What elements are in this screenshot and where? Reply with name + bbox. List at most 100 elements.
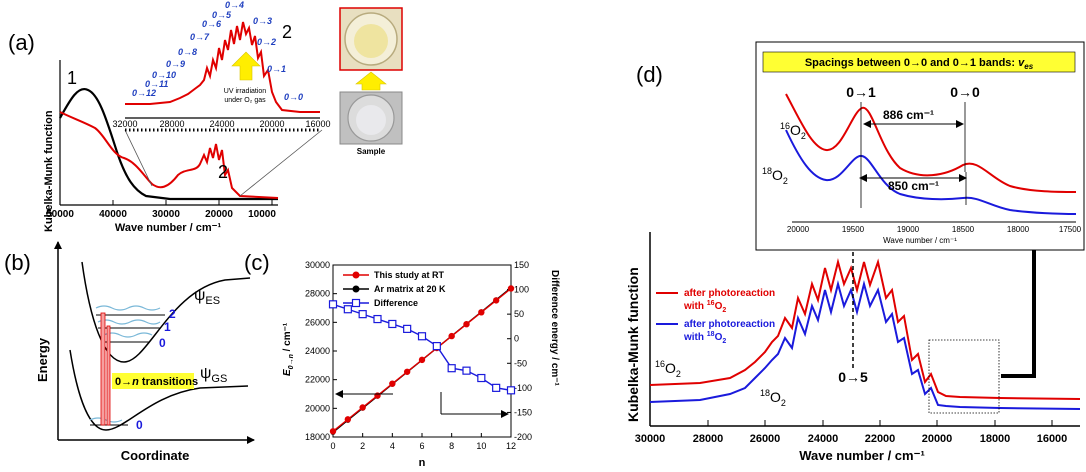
svg-text:0→9: 0→9 xyxy=(166,59,185,69)
panel-c-legend: This study at RT Ar matrix at 20 K Diffe… xyxy=(343,270,446,308)
x-axis-ticks: 0 2 4 6 8 10 12 xyxy=(330,433,516,451)
panel-a-xtick: 10000 xyxy=(248,209,276,220)
level-1: 1 xyxy=(164,320,171,334)
panel-d-label: (d) xyxy=(636,62,663,87)
inset-01-label: 0→1 xyxy=(846,84,876,100)
x-tick-label: 0 xyxy=(330,441,335,451)
panel-a-xlabel: Wave number / cm⁻¹ xyxy=(115,222,222,234)
svg-text:0→12: 0→12 xyxy=(132,88,156,98)
panel-a-xticks: 50000 40000 30000 20000 10000 xyxy=(46,200,276,220)
right-tick-label: 150 xyxy=(514,260,529,270)
panel-d-xticks: 30000 28000 26000 24000 22000 20000 1800… xyxy=(635,420,1068,445)
svg-text:0→11: 0→11 xyxy=(145,79,168,89)
x-tick-label: 4 xyxy=(390,441,395,451)
legend-this-study: This study at RT xyxy=(374,270,445,280)
level-0: 0 xyxy=(159,336,166,350)
inset-00-label: 0→0 xyxy=(950,84,980,100)
point-difference xyxy=(373,314,382,324)
legend-red-line2: with 16O2 xyxy=(683,300,726,314)
panel-a-label: (a) xyxy=(8,30,35,55)
panel-d-xtick: 28000 xyxy=(693,433,724,445)
curve-2-red xyxy=(59,111,279,199)
sample-photos: Sample xyxy=(339,7,403,156)
svg-text:0→7: 0→7 xyxy=(190,32,210,42)
right-tick-label: 50 xyxy=(514,309,524,319)
panel-c-xlabel: n xyxy=(419,457,426,469)
ground-level-0: 0 xyxy=(136,418,143,432)
panel-d-xtick: 20000 xyxy=(922,433,953,445)
panel-d-inset: Spacings between 0→0 and 0→1 bands: ves … xyxy=(755,41,1085,251)
curve-1-label: 1 xyxy=(67,68,77,88)
svg-text:0→3: 0→3 xyxy=(253,16,272,26)
point-difference xyxy=(447,364,456,373)
spectrum-16O2 xyxy=(649,258,1081,400)
point-this-study xyxy=(359,404,366,411)
sample-label: Sample xyxy=(357,147,386,156)
point-this-study xyxy=(448,332,455,340)
panel-d-xtick: 18000 xyxy=(980,433,1011,445)
uv-text-2: under O₂ gas xyxy=(224,97,266,104)
panel-a-xtick: 40000 xyxy=(99,209,127,220)
panel-d-ylabel: Kubelka-Munk function xyxy=(625,267,641,422)
svg-text:0→4: 0→4 xyxy=(225,0,244,10)
inset-frame xyxy=(755,41,1085,251)
left-tick-label: 30000 xyxy=(305,260,330,270)
legend-difference: Difference xyxy=(374,298,418,308)
left-tick-label: 20000 xyxy=(305,403,330,413)
legend-blue-line2: with 18O2 xyxy=(683,331,726,345)
inset-label-16O2: 16O2 xyxy=(780,121,806,141)
panel-d-xtick: 22000 xyxy=(865,433,896,445)
inset-title-box xyxy=(762,51,1076,73)
svg-text:0→8: 0→8 xyxy=(178,47,197,57)
inset-xtick: 16000 xyxy=(305,119,330,129)
inset-curve xyxy=(125,21,320,113)
spacing-16: 886 cm⁻¹ xyxy=(883,108,934,122)
point-difference xyxy=(403,324,412,333)
panel-d-xlabel: Wave number / cm⁻¹ xyxy=(799,448,925,463)
right-tick-label: -150 xyxy=(514,407,532,417)
uv-text-1: UV irradiation xyxy=(224,88,267,95)
left-axis-ticks: 18000 20000 22000 24000 26000 28000 30000 xyxy=(305,260,337,442)
svg-text:0→1: 0→1 xyxy=(267,64,286,74)
excited-state-curve xyxy=(81,261,251,363)
panel-a-xtick: 30000 xyxy=(152,209,180,220)
left-tick-label: 26000 xyxy=(305,317,330,327)
curve-1-black xyxy=(59,87,278,201)
point-difference xyxy=(343,305,352,314)
svg-text:0→10: 0→10 xyxy=(152,70,176,80)
inset-d-xtick: 17500 xyxy=(1059,225,1082,234)
point-this-study xyxy=(389,380,396,387)
panel-d-xtick: 26000 xyxy=(750,433,781,445)
inset-d-xtick: 19500 xyxy=(842,225,865,234)
transitions-highlight xyxy=(112,373,194,389)
inset-d-xtick: 19000 xyxy=(897,225,920,234)
transitions-label: 0→n transitions xyxy=(115,376,198,388)
zoom-arrow xyxy=(1001,248,1036,378)
inset-transition-labels: 0→4 0→5 0→6 0→3 0→7 0→2 0→8 0→9 0→1 0→10… xyxy=(132,0,303,102)
inset-d-xtick: 20000 xyxy=(787,225,810,234)
inset-xtick: 24000 xyxy=(209,119,234,129)
point-difference xyxy=(417,332,427,341)
psi-gs: ψGS xyxy=(200,365,227,385)
transition-arrows xyxy=(100,312,106,426)
x-tick-label: 12 xyxy=(506,441,516,451)
panel-d-xtick: 16000 xyxy=(1037,433,1068,445)
label-16O2: 16O2 xyxy=(655,359,681,379)
point-this-study xyxy=(418,356,426,364)
right-tick-label: -50 xyxy=(514,358,527,368)
right-tick-label: -200 xyxy=(514,432,532,442)
level-2: 2 xyxy=(169,307,176,321)
panel-d-xtick: 24000 xyxy=(808,433,839,445)
panel-b-ylabel: Energy xyxy=(35,337,50,382)
inset-label-18O2: 18O2 xyxy=(762,166,788,186)
left-tick-label: 22000 xyxy=(305,375,330,385)
right-tick-label: -100 xyxy=(514,383,532,393)
panel-d: (d) Kubelka-Munk function 30000 28000 26… xyxy=(625,41,1085,463)
panel-d-xtick: 30000 xyxy=(635,433,666,445)
panel-c-series xyxy=(328,285,516,435)
inset-d-xlabel: Wave number / cm⁻¹ xyxy=(883,236,957,245)
panel-a-xtick: 50000 xyxy=(46,209,74,220)
ground-state-curve xyxy=(69,349,249,431)
x-tick-label: 8 xyxy=(449,441,454,451)
